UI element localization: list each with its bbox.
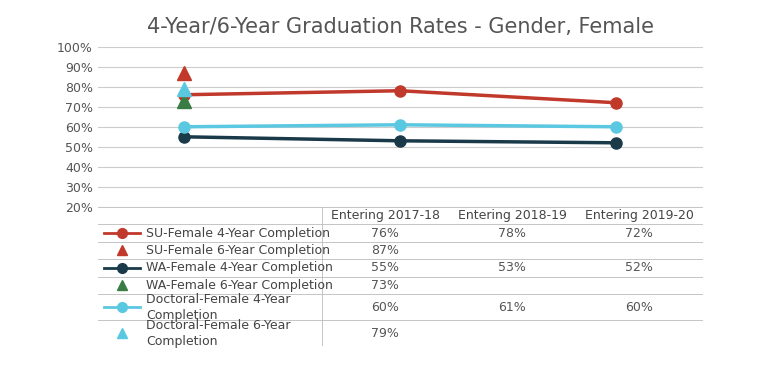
- Text: WA-Female 6-Year Completion: WA-Female 6-Year Completion: [146, 279, 333, 292]
- Text: 79%: 79%: [371, 327, 399, 340]
- Text: SU-Female 6-Year Completion: SU-Female 6-Year Completion: [146, 244, 330, 257]
- Text: 87%: 87%: [371, 244, 399, 257]
- Text: Entering 2018-19: Entering 2018-19: [458, 209, 567, 222]
- Text: Doctoral-Female 4-Year
Completion: Doctoral-Female 4-Year Completion: [146, 293, 291, 322]
- Text: 76%: 76%: [371, 226, 399, 240]
- Text: WA-Female 4-Year Completion: WA-Female 4-Year Completion: [146, 261, 333, 274]
- Text: 60%: 60%: [626, 301, 653, 314]
- Text: 52%: 52%: [626, 261, 653, 274]
- Text: 53%: 53%: [498, 261, 526, 274]
- Text: 55%: 55%: [371, 261, 399, 274]
- Text: 61%: 61%: [498, 301, 526, 314]
- Text: SU-Female 4-Year Completion: SU-Female 4-Year Completion: [146, 226, 330, 240]
- Text: Entering 2019-20: Entering 2019-20: [585, 209, 694, 222]
- Text: 73%: 73%: [371, 279, 399, 292]
- Text: 60%: 60%: [371, 301, 399, 314]
- Text: 72%: 72%: [626, 226, 653, 240]
- Text: Doctoral-Female 6-Year
Completion: Doctoral-Female 6-Year Completion: [146, 319, 291, 348]
- Text: Entering 2017-18: Entering 2017-18: [330, 209, 440, 222]
- Text: 78%: 78%: [498, 226, 526, 240]
- Title: 4-Year/6-Year Graduation Rates - Gender, Female: 4-Year/6-Year Graduation Rates - Gender,…: [147, 17, 654, 37]
